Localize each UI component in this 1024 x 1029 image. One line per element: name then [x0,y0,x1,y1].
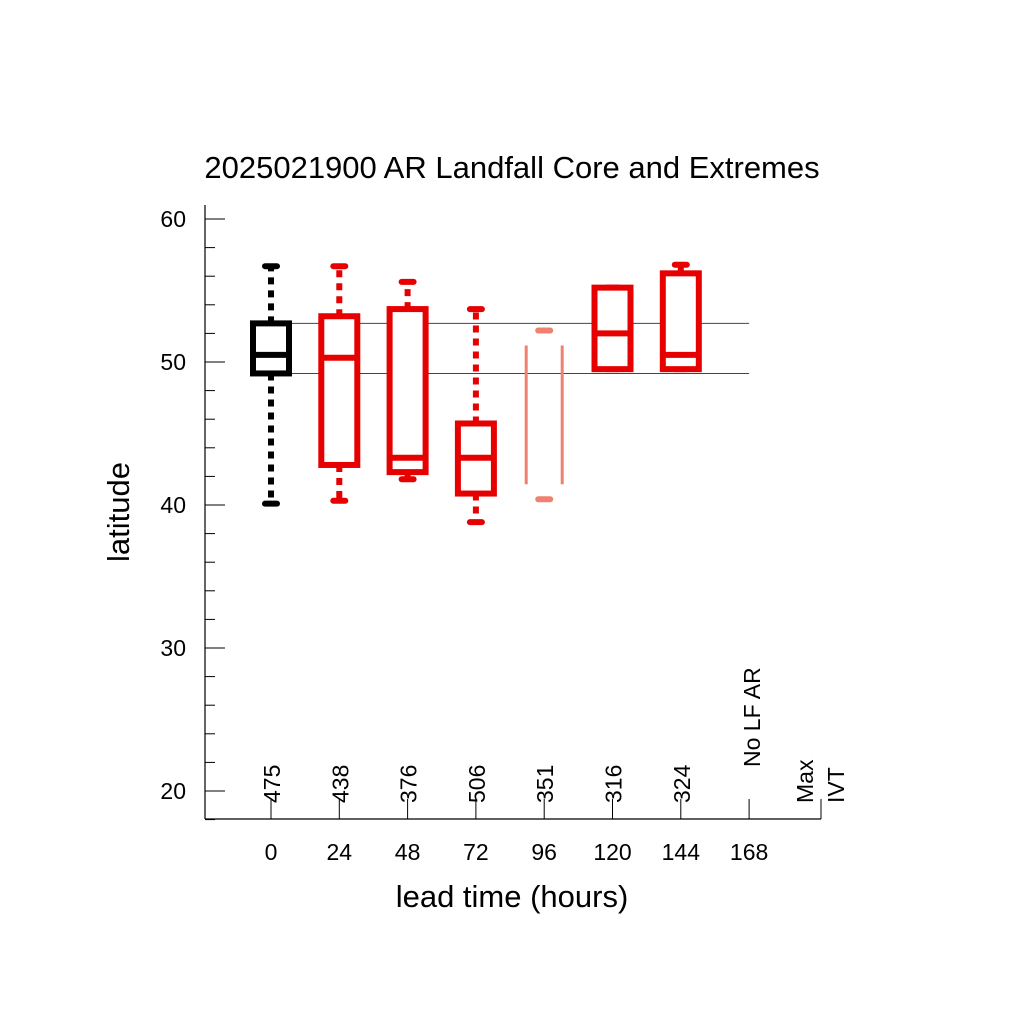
boxes [250,261,702,526]
sample-count-label: 324 [669,764,695,803]
box-iqr [591,284,634,373]
y-tick-label: 40 [160,492,186,518]
box-lead-120 [591,284,634,373]
box-iqr [386,306,429,476]
y-tick-label: 20 [160,778,186,804]
y-tick-label: 30 [160,635,186,661]
box-lead-24 [318,263,361,504]
box-lead-96 [524,327,564,503]
x-tick-label: 168 [730,839,768,865]
x-tick-label: 48 [395,839,421,865]
sample-counts: 475 438 376 506 351 316 324 [259,764,695,803]
sample-count-label: 376 [396,765,422,803]
box-lead-144 [659,261,702,373]
sample-count-label: 438 [327,765,353,803]
x-tick-label: 72 [463,839,489,865]
y-tick-label: 60 [160,206,186,232]
y-tick-label: 50 [160,349,186,375]
sample-count-label: 475 [259,765,285,803]
box-lead-0 [250,263,292,507]
max-ivt-label-line1: Max [792,759,818,803]
axes: 20 30 40 50 60 0 24 48 72 96 120 144 168 [160,205,822,865]
max-ivt-label-line2: IVT [823,767,849,803]
box-lead-72 [454,306,497,526]
sample-count-label: 316 [601,765,627,803]
sample-count-label: 351 [532,765,558,803]
annotations: No LF AR Max IVT [739,667,849,803]
sample-count-label: 506 [464,765,490,803]
box-iqr [250,320,292,377]
x-axis-label: lead time (hours) [396,879,629,914]
y-axis-label: latitude [101,462,136,562]
x-tick-label: 120 [593,839,631,865]
x-tick-label: 24 [327,839,353,865]
box-iqr [318,313,361,468]
x-tick-label: 0 [265,839,278,865]
no-landfall-label: No LF AR [739,667,765,767]
x-tick-label: 144 [662,839,701,865]
box-lead-48 [386,278,429,483]
chart-title: 2025021900 AR Landfall Core and Extremes [204,150,819,185]
x-tick-label: 96 [531,839,557,865]
